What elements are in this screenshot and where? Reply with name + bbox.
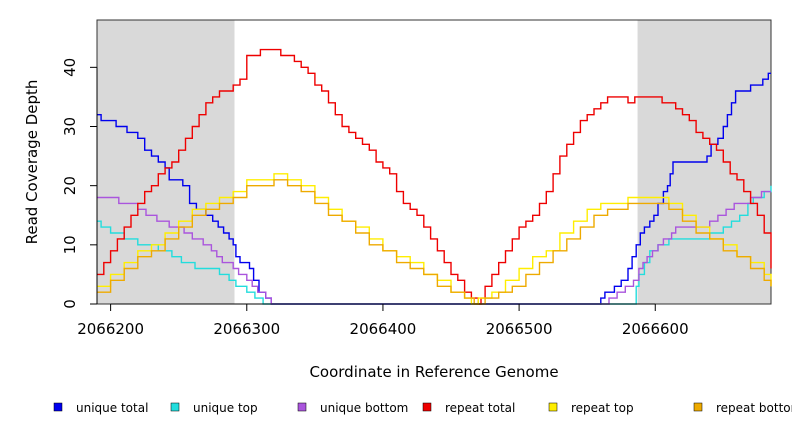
legend-label: unique total <box>76 401 148 415</box>
y-tick-label: 0 <box>61 299 79 309</box>
legend-label: unique top <box>193 401 258 415</box>
series-line-repeat-bottom <box>97 179 772 305</box>
y-tick-label: 40 <box>61 58 79 77</box>
y-tick-label: 10 <box>61 235 79 254</box>
y-tick-label: 30 <box>61 117 79 136</box>
legend-swatch <box>422 402 432 412</box>
legend-swatch <box>53 402 63 412</box>
legend-swatch <box>548 402 558 412</box>
legend-label: unique bottom <box>320 401 408 415</box>
series-line-repeat-total <box>97 48 772 305</box>
x-tick-label: 2066300 <box>213 320 280 338</box>
legend-label: repeat total <box>445 401 515 415</box>
legend: unique total unique top unique bottom repea… <box>53 401 792 415</box>
y-tick-label: 20 <box>61 176 79 195</box>
legend-swatch <box>170 402 180 412</box>
legend-label: repeat top <box>571 401 634 415</box>
y-axis-title: Read Coverage Depth <box>23 80 41 245</box>
legend-swatch <box>693 402 703 412</box>
x-tick-label: 2066600 <box>622 320 689 338</box>
x-tick-label: 2066200 <box>77 320 144 338</box>
legend-label: repeat bottom <box>716 401 792 415</box>
x-axis: 2066200 2066300 2066400 2066500 2066600 <box>77 303 689 338</box>
x-tick-label: 2066400 <box>350 320 417 338</box>
x-axis-title: Coordinate in Reference Genome <box>309 363 558 381</box>
shaded-regions <box>97 20 771 304</box>
legend-swatch <box>297 402 307 412</box>
x-tick-label: 2066500 <box>486 320 553 338</box>
y-axis: 0 10 20 30 40 <box>61 58 98 309</box>
